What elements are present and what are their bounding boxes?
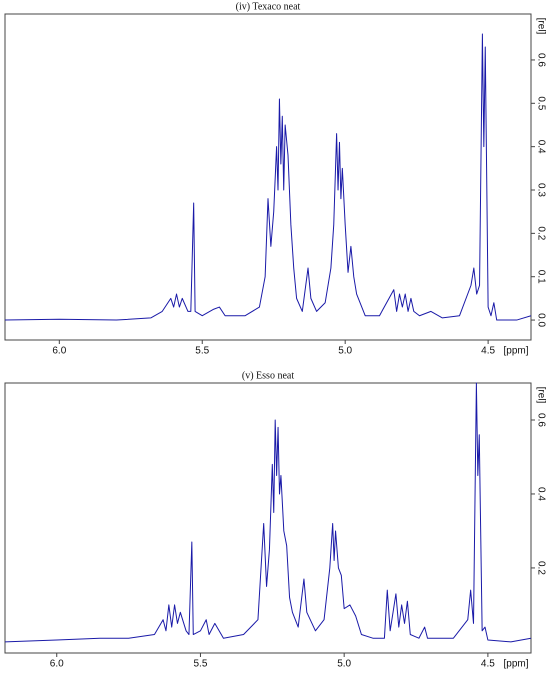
y-tick-label: 0.6 — [535, 413, 546, 427]
y-tick-label: 0.2 — [535, 561, 546, 575]
chart-title: (iv) Texaco neat — [236, 1, 301, 12]
x-tick-label: 5.5 — [195, 346, 209, 357]
x-tick-label: 5.5 — [194, 659, 208, 670]
x-tick-label: 5.0 — [338, 346, 352, 357]
y-tick-label: 0.5 — [535, 96, 546, 110]
y-tick-label: 0.1 — [535, 270, 546, 284]
y-tick-label: 0.6 — [535, 53, 546, 67]
x-axis-label: [ppm] — [503, 659, 528, 670]
y-tick-label: 0.4 — [535, 487, 546, 501]
y-tick-label: 0.3 — [535, 183, 546, 197]
chart-title: (v) Esso neat — [242, 370, 294, 381]
x-tick-label: 5.0 — [337, 659, 351, 670]
x-axis-label: [ppm] — [503, 346, 528, 357]
x-tick-label: 4.5 — [481, 346, 495, 357]
x-tick-label: 4.5 — [481, 659, 495, 670]
plot-frame — [4, 13, 532, 341]
spectrum-line — [4, 33, 532, 321]
y-tick-label: 0.4 — [535, 140, 546, 154]
x-tick-label: 6.0 — [52, 346, 66, 357]
y-axis-label: [rel] — [535, 18, 546, 35]
spectrum-line — [4, 382, 532, 643]
y-axis-label: [rel] — [535, 387, 546, 404]
y-tick-label: 0.0 — [535, 313, 546, 327]
plot-frame — [4, 382, 532, 654]
y-tick-label: 0.2 — [535, 226, 546, 240]
x-tick-label: 6.0 — [50, 659, 64, 670]
